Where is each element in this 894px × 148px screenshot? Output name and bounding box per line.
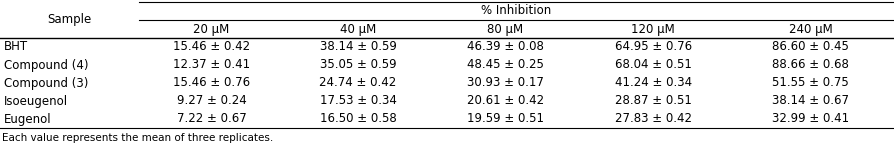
- Text: Isoeugenol: Isoeugenol: [4, 95, 68, 107]
- Text: 20 μM: 20 μM: [193, 22, 230, 36]
- Text: 28.87 ± 0.51: 28.87 ± 0.51: [615, 95, 691, 107]
- Text: 17.53 ± 0.34: 17.53 ± 0.34: [320, 95, 396, 107]
- Text: 88.66 ± 0.68: 88.66 ± 0.68: [772, 58, 848, 71]
- Text: 64.95 ± 0.76: 64.95 ± 0.76: [614, 41, 692, 53]
- Text: 32.99 ± 0.41: 32.99 ± 0.41: [772, 112, 849, 126]
- Text: 38.14 ± 0.59: 38.14 ± 0.59: [320, 41, 396, 53]
- Text: 46.39 ± 0.08: 46.39 ± 0.08: [468, 41, 544, 53]
- Text: 35.05 ± 0.59: 35.05 ± 0.59: [320, 58, 396, 71]
- Text: 80 μM: 80 μM: [487, 22, 524, 36]
- Text: 86.60 ± 0.45: 86.60 ± 0.45: [772, 41, 848, 53]
- Text: Sample: Sample: [47, 13, 91, 26]
- Text: Compound (4): Compound (4): [4, 58, 89, 71]
- Text: 120 μM: 120 μM: [631, 22, 675, 36]
- Text: 19.59 ± 0.51: 19.59 ± 0.51: [467, 112, 544, 126]
- Text: 240 μM: 240 μM: [789, 22, 832, 36]
- Text: 15.46 ± 0.76: 15.46 ± 0.76: [173, 77, 250, 90]
- Text: % Inhibition: % Inhibition: [481, 4, 552, 17]
- Text: 30.93 ± 0.17: 30.93 ± 0.17: [468, 77, 544, 90]
- Text: 27.83 ± 0.42: 27.83 ± 0.42: [614, 112, 692, 126]
- Text: 16.50 ± 0.58: 16.50 ± 0.58: [320, 112, 396, 126]
- Text: Eugenol: Eugenol: [4, 112, 52, 126]
- Text: 9.27 ± 0.24: 9.27 ± 0.24: [176, 95, 247, 107]
- Text: 41.24 ± 0.34: 41.24 ± 0.34: [614, 77, 692, 90]
- Text: Each value represents the mean of three replicates.: Each value represents the mean of three …: [2, 133, 274, 143]
- Text: Compound (3): Compound (3): [4, 77, 89, 90]
- Text: 40 μM: 40 μM: [340, 22, 376, 36]
- Text: 24.74 ± 0.42: 24.74 ± 0.42: [319, 77, 397, 90]
- Text: 51.55 ± 0.75: 51.55 ± 0.75: [772, 77, 848, 90]
- Text: 20.61 ± 0.42: 20.61 ± 0.42: [467, 95, 544, 107]
- Text: 48.45 ± 0.25: 48.45 ± 0.25: [468, 58, 544, 71]
- Text: 15.46 ± 0.42: 15.46 ± 0.42: [173, 41, 250, 53]
- Text: 38.14 ± 0.67: 38.14 ± 0.67: [772, 95, 849, 107]
- Text: 7.22 ± 0.67: 7.22 ± 0.67: [176, 112, 247, 126]
- Text: 12.37 ± 0.41: 12.37 ± 0.41: [173, 58, 250, 71]
- Text: BHT: BHT: [4, 41, 28, 53]
- Text: 68.04 ± 0.51: 68.04 ± 0.51: [615, 58, 691, 71]
